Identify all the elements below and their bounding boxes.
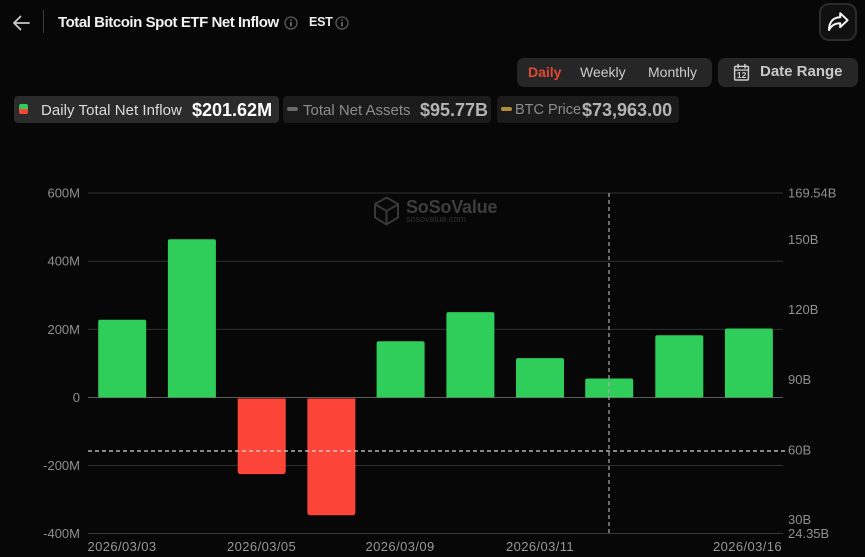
svg-text:200M: 200M [47, 322, 80, 337]
svg-text:2026/03/09: 2026/03/09 [366, 539, 435, 554]
svg-text:120B: 120B [788, 302, 818, 317]
svg-text:90B: 90B [788, 372, 811, 387]
svg-text:150B: 150B [788, 232, 818, 247]
svg-text:-400M: -400M [43, 526, 80, 541]
svg-text:-200M: -200M [43, 458, 80, 473]
svg-text:SoSoValue: SoSoValue [406, 197, 497, 217]
svg-text:2026/03/03: 2026/03/03 [87, 539, 156, 554]
svg-text:30B: 30B [788, 512, 811, 527]
svg-text:12: 12 [737, 70, 747, 80]
svg-text:0: 0 [73, 390, 80, 405]
svg-text:24.35B: 24.35B [788, 526, 829, 541]
svg-text:400M: 400M [47, 254, 80, 269]
svg-text:sosovalue.com: sosovalue.com [406, 214, 466, 224]
svg-text:600M: 600M [47, 186, 80, 201]
svg-text:2026/03/11: 2026/03/11 [506, 539, 574, 554]
svg-text:169.54B: 169.54B [788, 186, 836, 201]
svg-text:2026/03/05: 2026/03/05 [227, 539, 296, 554]
svg-text:2026/03/16: 2026/03/16 [713, 539, 782, 554]
svg-text:60B: 60B [788, 443, 811, 458]
